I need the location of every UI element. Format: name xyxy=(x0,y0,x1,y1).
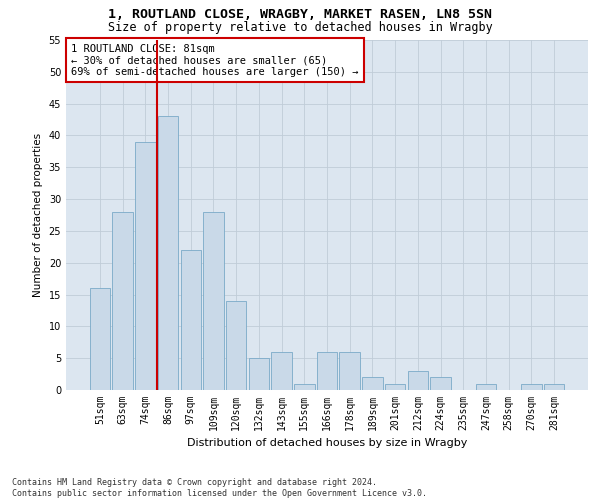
Bar xyxy=(340,352,360,390)
Bar xyxy=(362,378,383,390)
Bar xyxy=(476,384,496,390)
Bar xyxy=(294,384,314,390)
Text: 1 ROUTLAND CLOSE: 81sqm
← 30% of detached houses are smaller (65)
69% of semi-de: 1 ROUTLAND CLOSE: 81sqm ← 30% of detache… xyxy=(71,44,359,76)
Bar xyxy=(158,116,178,390)
Bar xyxy=(181,250,201,390)
Bar xyxy=(226,301,247,390)
Y-axis label: Number of detached properties: Number of detached properties xyxy=(33,133,43,297)
Bar xyxy=(407,371,428,390)
Bar xyxy=(317,352,337,390)
Text: Size of property relative to detached houses in Wragby: Size of property relative to detached ho… xyxy=(107,21,493,34)
Text: Contains HM Land Registry data © Crown copyright and database right 2024.
Contai: Contains HM Land Registry data © Crown c… xyxy=(12,478,427,498)
Bar xyxy=(248,358,269,390)
Bar xyxy=(90,288,110,390)
Bar xyxy=(203,212,224,390)
X-axis label: Distribution of detached houses by size in Wragby: Distribution of detached houses by size … xyxy=(187,438,467,448)
Text: 1, ROUTLAND CLOSE, WRAGBY, MARKET RASEN, LN8 5SN: 1, ROUTLAND CLOSE, WRAGBY, MARKET RASEN,… xyxy=(108,8,492,20)
Bar xyxy=(385,384,406,390)
Bar xyxy=(430,378,451,390)
Bar xyxy=(135,142,155,390)
Bar xyxy=(521,384,542,390)
Bar xyxy=(271,352,292,390)
Bar xyxy=(544,384,564,390)
Bar xyxy=(112,212,133,390)
